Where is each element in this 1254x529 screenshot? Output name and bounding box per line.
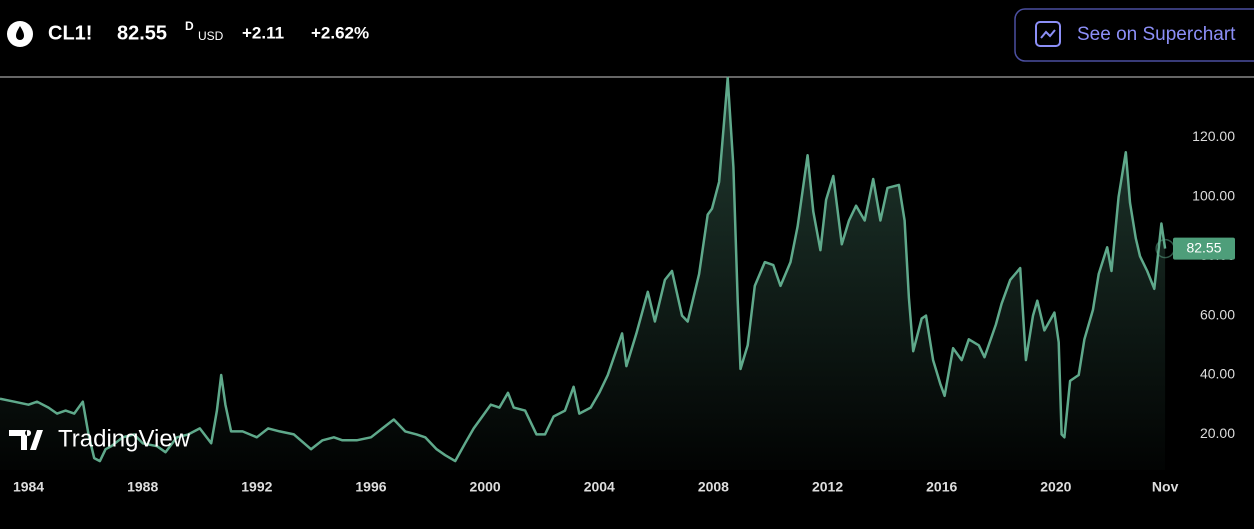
x-tick-label: 2004 [584,479,615,495]
y-tick-label: 60.00 [1200,306,1235,322]
interval: D [185,19,194,33]
x-tick-label: 1996 [355,479,386,495]
button-icon-line [1040,29,1056,39]
x-tick-label: 1984 [13,479,44,495]
watermark-logo [9,430,43,450]
last-price-box [1173,237,1235,260]
change: +2.11 [242,23,284,42]
y-tick-label: 100.00 [1192,187,1235,203]
watermark: TradingView [9,425,191,452]
x-tick-label: 2008 [698,479,729,495]
change-percent: +2.62% [311,23,369,42]
price-line [0,76,1167,463]
area-fill [0,78,1166,470]
x-tick-label: 2016 [926,479,957,495]
x-tick-label: 2012 [812,479,843,495]
button-icon [1035,21,1061,47]
x-tick-label: 2020 [1040,479,1071,495]
button-frame[interactable] [1014,8,1254,62]
x-tick-label: Nov [1152,479,1179,495]
price: 82.55 [117,22,167,44]
last-price-label: 82.55 [1186,239,1221,255]
x-tick-label: 2000 [470,479,501,495]
header: CL1! 82.55 D USD +2.11 +2.62% See on Sup… [0,8,1254,78]
y-tick-label: 40.00 [1200,366,1235,382]
x-tick-label: 1988 [127,479,158,495]
y-tick-label: 120.00 [1192,128,1235,144]
supercharts-button[interactable]: See on Superchart [1014,8,1254,62]
currency: USD [198,29,224,43]
button-label[interactable]: See on Superchart [1077,24,1236,45]
x-tick-label: 1992 [241,479,272,495]
plot: 20.0040.0060.0080.00100.00120.0019841988… [0,76,1235,495]
watermark-text: TradingView [58,425,191,452]
y-tick-label: 20.00 [1200,425,1235,441]
symbol: CL1! [48,22,92,44]
drop-icon [16,26,24,40]
